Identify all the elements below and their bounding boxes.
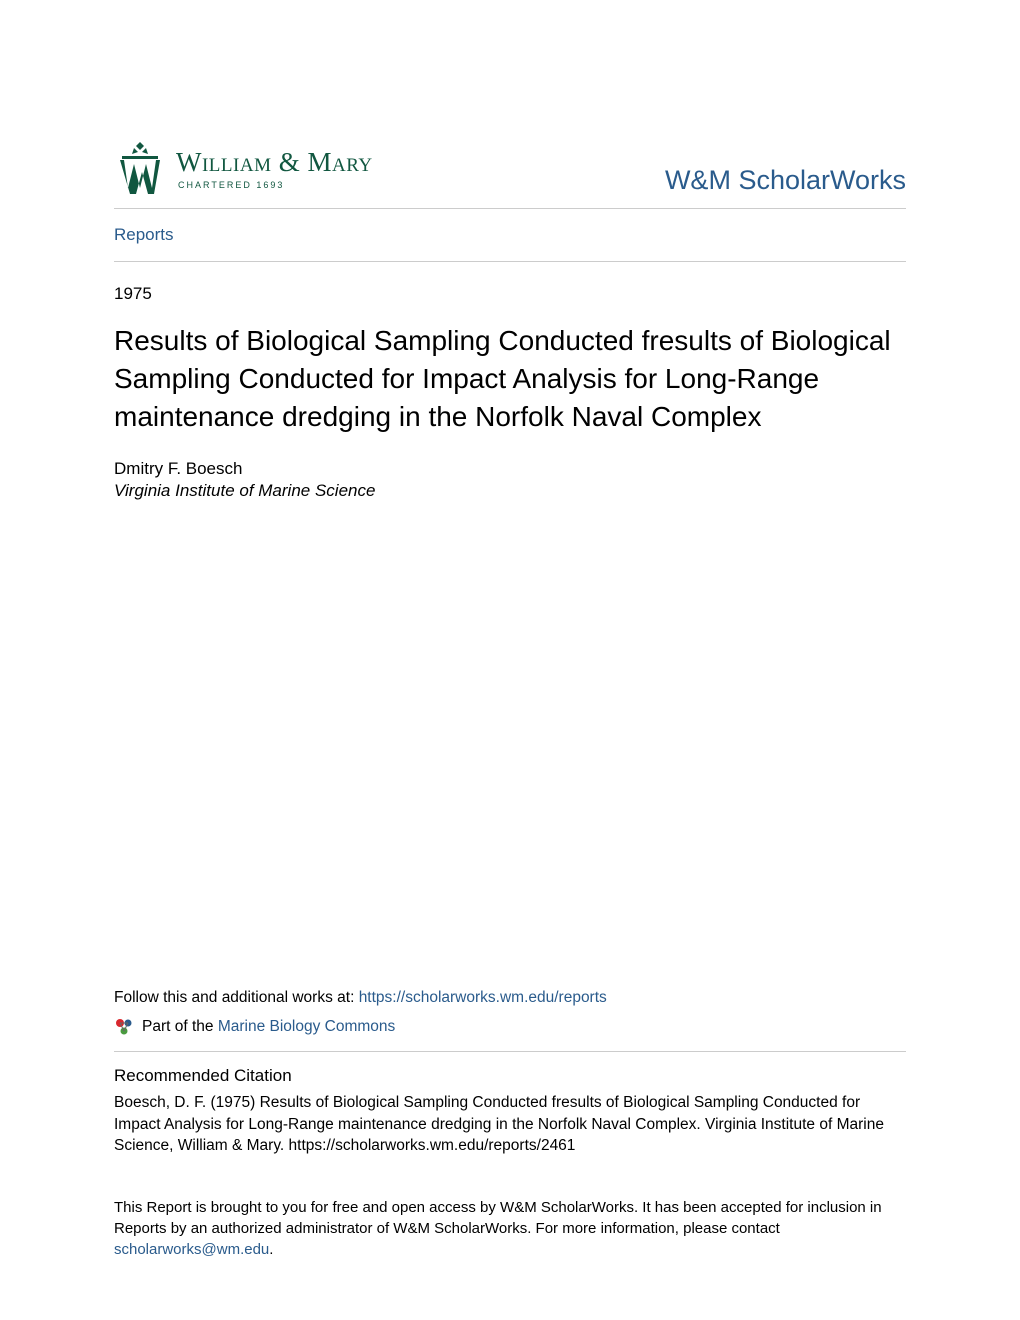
commons-prefix: Part of the xyxy=(142,1018,218,1035)
divider xyxy=(114,1051,906,1052)
footer-text: This Report is brought to you for free a… xyxy=(114,1197,906,1260)
spacer xyxy=(114,501,906,989)
page-container: William & Mary CHARTERED 1693 W&M Schola… xyxy=(114,140,906,1260)
wm-cipher-icon xyxy=(114,140,166,196)
follow-prefix: Follow this and additional works at: xyxy=(114,989,359,1006)
commons-text: Part of the Marine Biology Commons xyxy=(142,1018,395,1036)
citation-text: Boesch, D. F. (1975) Results of Biologic… xyxy=(114,1092,906,1157)
institution-logo-block: William & Mary CHARTERED 1693 xyxy=(114,140,373,196)
institution-text: William & Mary CHARTERED 1693 xyxy=(176,147,373,190)
commons-link[interactable]: Marine Biology Commons xyxy=(218,1018,395,1035)
citation-heading: Recommended Citation xyxy=(114,1066,906,1086)
author-name: Dmitry F. Boesch xyxy=(114,459,906,479)
publication-year: 1975 xyxy=(114,284,906,304)
institution-chartered: CHARTERED 1693 xyxy=(178,180,373,190)
document-title: Results of Biological Sampling Conducted… xyxy=(114,322,906,435)
footer-before: This Report is brought to you for free a… xyxy=(114,1199,882,1237)
header: William & Mary CHARTERED 1693 W&M Schola… xyxy=(114,140,906,196)
commons-line: Part of the Marine Biology Commons xyxy=(114,1017,906,1037)
institution-name: William & Mary xyxy=(176,147,373,178)
author-affiliation: Virginia Institute of Marine Science xyxy=(114,481,906,501)
footer-after: . xyxy=(269,1241,273,1258)
scholarworks-link[interactable]: W&M ScholarWorks xyxy=(665,165,906,196)
divider xyxy=(114,261,906,262)
contact-email-link[interactable]: scholarworks@wm.edu xyxy=(114,1241,269,1258)
follow-url-link[interactable]: https://scholarworks.wm.edu/reports xyxy=(359,989,607,1006)
follow-works-line: Follow this and additional works at: htt… xyxy=(114,989,906,1007)
network-icon xyxy=(114,1017,134,1037)
reports-link[interactable]: Reports xyxy=(114,209,906,261)
